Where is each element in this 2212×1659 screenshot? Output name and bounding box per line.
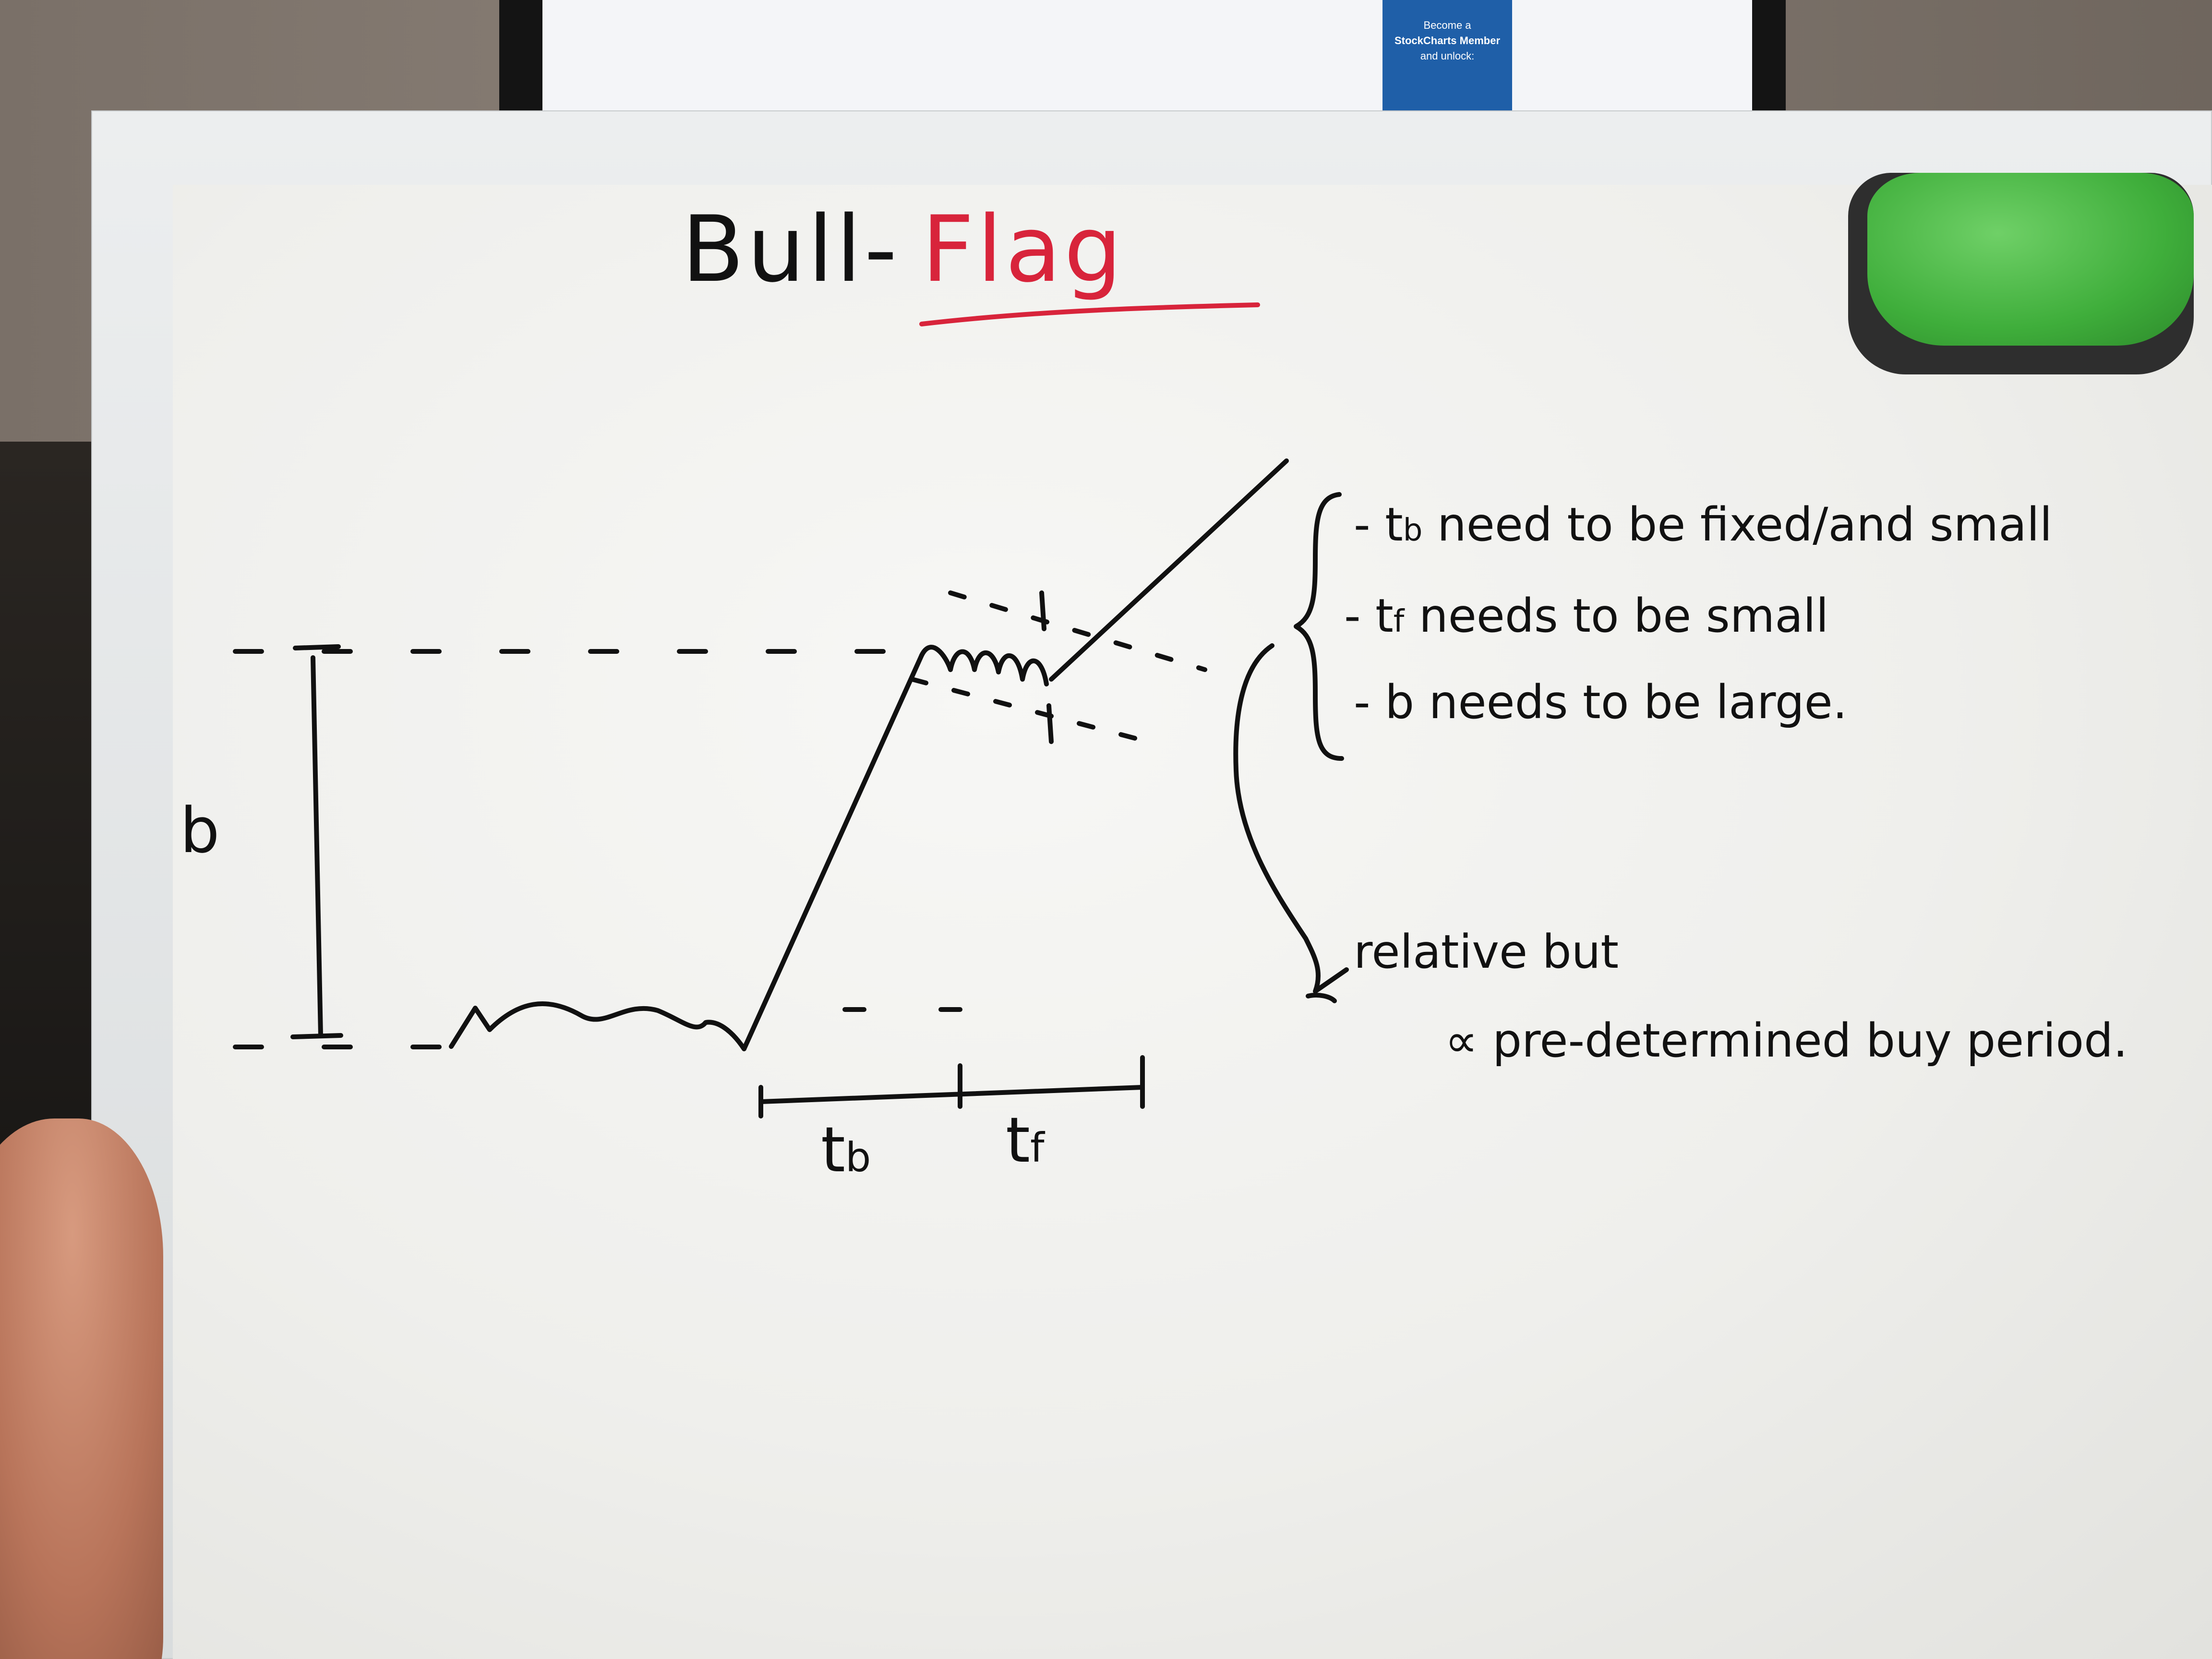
upper-channel-tick: [1039, 590, 1046, 631]
b-range-cap-top: [293, 644, 341, 650]
title-bull: Bull-: [682, 196, 900, 302]
note-tb-main: t: [1385, 498, 1403, 552]
title-flag: Flag: [922, 196, 1125, 302]
note-tf: - tf needs to be small: [1344, 593, 1828, 639]
note-tf-main: t: [1375, 589, 1394, 643]
lower-channel-tick: [1046, 703, 1054, 744]
label-tf-axis: tf: [1006, 1109, 1045, 1171]
lower-channel-line: [910, 677, 1159, 746]
label-tf-axis-sub: f: [1030, 1124, 1045, 1171]
relative-bracket: [1233, 643, 1349, 1003]
label-tb-axis: tb: [821, 1118, 871, 1181]
monitor-ad-line-2: StockCharts Member: [1394, 35, 1501, 47]
whiteboard-surface: Bull- Flag b tb tf - tb need to be fixed…: [173, 185, 2212, 1659]
label-tb-axis-main: t: [821, 1113, 845, 1186]
eraser-felt-top: [1867, 173, 2194, 346]
background-monitor: Become a StockCharts Member and unlock:: [499, 0, 1786, 139]
note-tb: - tb need to be fixed/and small: [1354, 502, 2052, 548]
breakout-line: [1049, 458, 1289, 682]
monitor-ad-line-3: and unlock:: [1420, 50, 1475, 62]
note-b-dash: -: [1354, 675, 1370, 729]
holding-hand: [0, 1118, 163, 1659]
notes-curly-brace: [1294, 492, 1344, 761]
note-tf-text: needs to be small: [1404, 589, 1829, 643]
monitor-screen: [542, 0, 1752, 130]
label-tf-axis-main: t: [1006, 1104, 1030, 1177]
title-underline: [919, 302, 1260, 326]
whiteboard-eraser: [1848, 173, 2194, 374]
note-buy-period: ∝ pre-determined buy period.: [1445, 1014, 2128, 1068]
note-tf-dash: -: [1344, 589, 1361, 643]
note-relative: relative but: [1354, 925, 1619, 979]
note-tb-sub: b: [1403, 513, 1423, 548]
note-tb-dash: -: [1354, 498, 1370, 552]
monitor-ad-line-1: Become a: [1423, 19, 1471, 31]
upper-channel-line: [948, 590, 1207, 672]
note-tb-text: need to be fixed/and small: [1422, 498, 2053, 552]
time-axis: [758, 1085, 1145, 1104]
label-tb-axis-sub: b: [845, 1134, 871, 1181]
monitor-ad-panel: Become a StockCharts Member and unlock:: [1382, 0, 1512, 130]
background-shelf: [0, 442, 106, 1162]
bull-flag-sketch: [233, 302, 1349, 1118]
label-b: b: [180, 794, 220, 867]
note-b-main: b: [1385, 675, 1415, 729]
note-b-text: needs to be large.: [1414, 675, 1848, 729]
b-range-bar: [311, 655, 323, 1038]
flag-squiggle: [919, 645, 1049, 686]
b-range-cap-bottom: [290, 1033, 343, 1039]
flag-pole: [742, 653, 924, 1051]
note-b: - b needs to be large.: [1354, 679, 1847, 725]
note-tf-sub: f: [1393, 604, 1405, 639]
consolidation-squiggle: [449, 1001, 746, 1051]
